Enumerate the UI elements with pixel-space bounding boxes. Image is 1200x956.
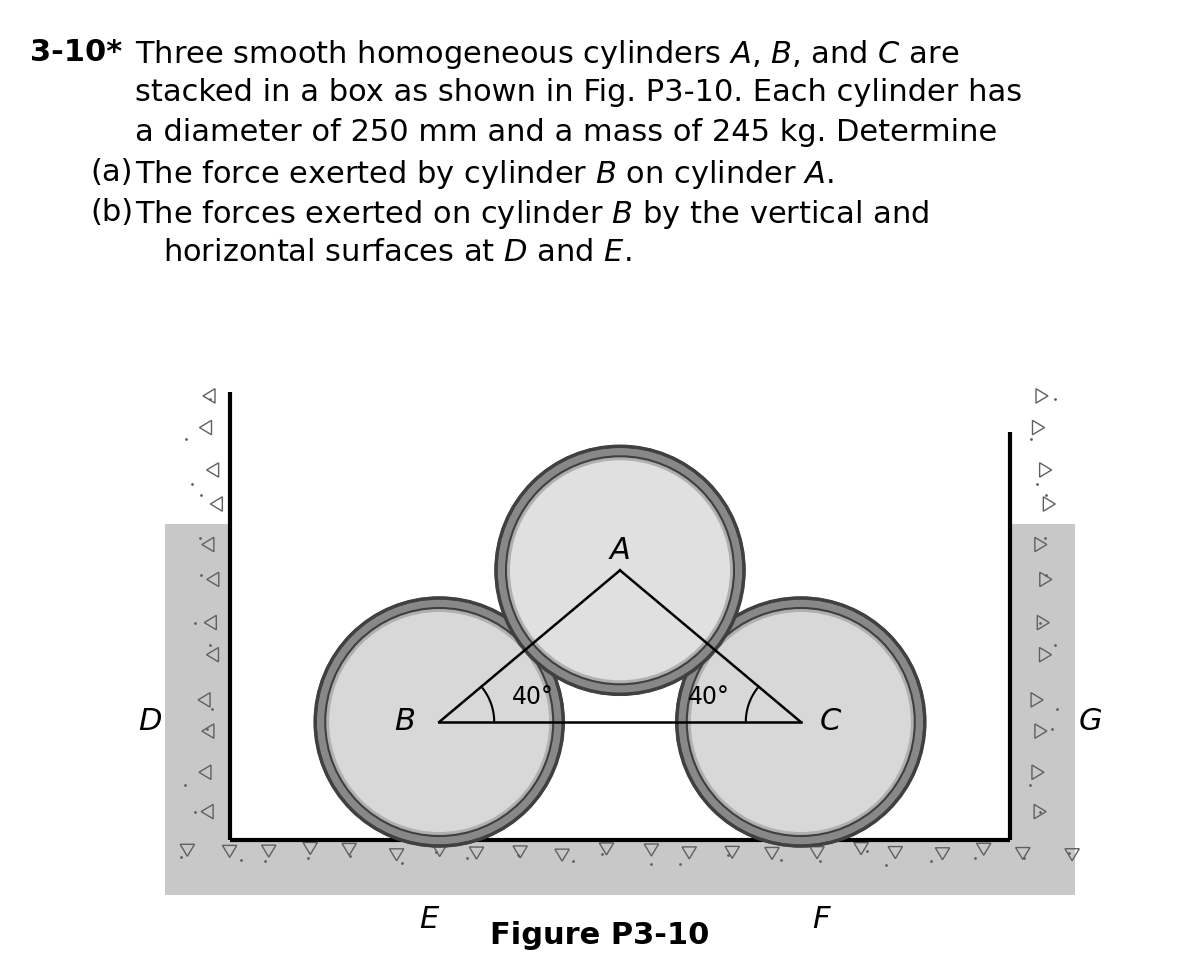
Circle shape (316, 598, 563, 846)
Text: (b): (b) (90, 198, 133, 227)
Text: The force exerted by cylinder $B$ on cylinder $A$.: The force exerted by cylinder $B$ on cyl… (134, 158, 834, 191)
Bar (166, 524, 230, 880)
Circle shape (510, 460, 730, 681)
Text: stacked in a box as shown in Fig. P3-10. Each cylinder has: stacked in a box as shown in Fig. P3-10.… (134, 78, 1022, 107)
Circle shape (325, 608, 553, 836)
Circle shape (677, 598, 925, 846)
Text: horizontal surfaces at $D$ and $E$.: horizontal surfaces at $D$ and $E$. (163, 238, 631, 267)
Circle shape (686, 608, 914, 836)
Text: D: D (138, 707, 162, 736)
Text: E: E (420, 905, 439, 935)
Text: The forces exerted on cylinder $B$ by the vertical and: The forces exerted on cylinder $B$ by th… (134, 198, 929, 231)
Text: A: A (610, 535, 630, 565)
Text: Three smooth homogeneous cylinders $A$, $B$, and $C$ are: Three smooth homogeneous cylinders $A$, … (134, 38, 959, 71)
Circle shape (691, 612, 911, 832)
Text: B: B (394, 707, 415, 736)
Bar (1010, 524, 1075, 880)
Text: 3-10*: 3-10* (30, 38, 122, 67)
Text: C: C (820, 707, 841, 736)
Circle shape (329, 612, 550, 832)
Text: F: F (812, 905, 829, 935)
Text: Figure P3-10: Figure P3-10 (491, 921, 709, 949)
Text: 40°: 40° (688, 685, 730, 709)
Text: G: G (1078, 707, 1102, 736)
Text: a diameter of 250 mm and a mass of 245 kg. Determine: a diameter of 250 mm and a mass of 245 k… (134, 118, 997, 147)
Circle shape (496, 446, 744, 694)
Text: 40°: 40° (512, 685, 554, 709)
Text: (a): (a) (90, 158, 132, 187)
Circle shape (506, 456, 734, 684)
Bar (166, 840, 1075, 895)
